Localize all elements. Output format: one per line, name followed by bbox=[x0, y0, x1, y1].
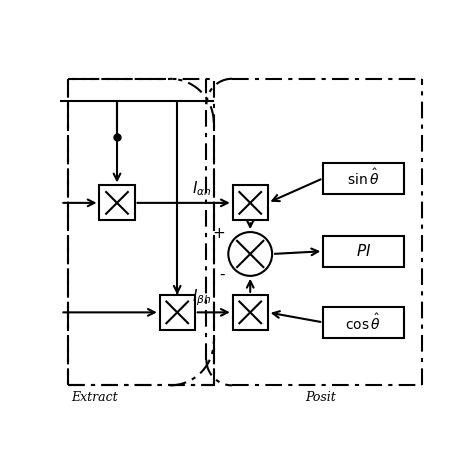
Bar bbox=[323, 236, 403, 267]
Text: $I_{\alpha h}$: $I_{\alpha h}$ bbox=[192, 180, 211, 199]
Bar bbox=[323, 307, 403, 338]
Text: Posit: Posit bbox=[305, 391, 336, 404]
Text: $\cos\hat{\theta}$: $\cos\hat{\theta}$ bbox=[346, 312, 381, 333]
Text: -: - bbox=[219, 266, 225, 282]
Bar bbox=[100, 185, 135, 220]
Text: Extract: Extract bbox=[72, 391, 118, 404]
Text: $\sin\hat{\theta}$: $\sin\hat{\theta}$ bbox=[347, 168, 380, 188]
Bar bbox=[233, 295, 268, 330]
Circle shape bbox=[228, 232, 272, 276]
Bar bbox=[160, 295, 195, 330]
Bar bbox=[233, 185, 268, 220]
Text: +: + bbox=[212, 227, 225, 241]
Bar bbox=[323, 163, 403, 194]
Text: $PI$: $PI$ bbox=[356, 243, 371, 259]
Bar bbox=[68, 79, 214, 385]
Text: $I_{\beta h}$: $I_{\beta h}$ bbox=[192, 287, 211, 308]
